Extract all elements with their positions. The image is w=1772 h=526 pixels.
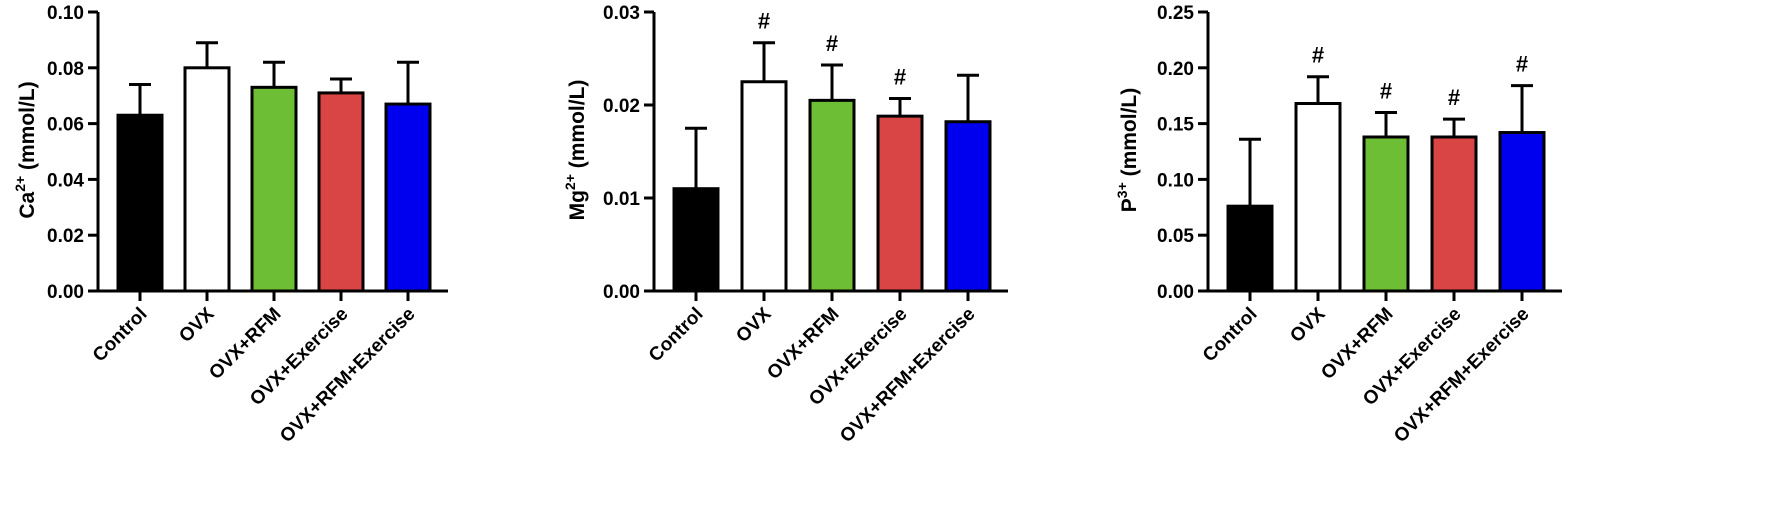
bar [1498, 131, 1546, 293]
significance-marker: # [1380, 78, 1392, 103]
category-label: OVX+RFM+Exercise [836, 304, 979, 447]
y-tick-label: 0.03 [603, 3, 640, 24]
category-label: OVX+RFM+Exercise [276, 304, 419, 447]
significance-marker: # [1312, 43, 1324, 68]
y-axis-label: Mg2+ (mmol/L) [562, 80, 589, 221]
bar [384, 102, 432, 293]
y-tick-label: 0.05 [1157, 226, 1194, 247]
bar [250, 85, 298, 293]
y-tick-label: 0.15 [1157, 115, 1194, 136]
y-tick-label: 0.06 [47, 115, 84, 136]
y-tick-label: 0.00 [603, 282, 640, 303]
significance-marker: # [1448, 85, 1460, 110]
category-label: Control [1199, 304, 1262, 367]
bar [183, 66, 231, 293]
bar [116, 113, 164, 293]
bar [317, 91, 365, 293]
y-tick-label: 0.20 [1157, 59, 1194, 80]
y-tick-label: 0.00 [1157, 282, 1194, 303]
y-tick-label: 0.10 [1157, 170, 1194, 191]
y-tick-label: 0.02 [603, 96, 640, 117]
bar [1430, 135, 1478, 293]
y-axis-label: P3+ (mmol/L) [1114, 88, 1141, 212]
chart-panel-calcium: 0.00 0.02 0.04 0.06 0.08 0.10 Ca2+ (mmol/L) Con… [12, 3, 448, 447]
bar [944, 120, 992, 293]
category-label: Control [89, 304, 152, 367]
category-label: OVX [732, 303, 775, 346]
significance-marker: # [758, 9, 770, 34]
significance-marker: # [1516, 52, 1528, 77]
category-label: OVX+RFM+Exercise [1390, 304, 1533, 447]
significance-marker: # [826, 31, 838, 56]
bar [740, 80, 788, 293]
y-tick-label: 0.08 [47, 59, 84, 80]
bar [876, 114, 924, 293]
category-label: Control [645, 304, 708, 367]
bar [808, 98, 856, 293]
chart-panel-magnesium: 0.00 0.01 0.02 0.03 Mg2+ (mmol/L) Control OVX #… [562, 3, 1008, 447]
y-tick-label: 0.04 [47, 170, 84, 191]
y-tick-label: 0.00 [47, 282, 84, 303]
y-tick-label: 0.25 [1157, 3, 1194, 24]
chart-panel-phosphorus: 0.00 0.05 0.10 0.15 0.20 0.25 P3+ (mmol/L) Cont… [1114, 3, 1562, 447]
bar [1362, 135, 1410, 293]
bar [1226, 204, 1274, 293]
y-tick-label: 0.10 [47, 3, 84, 24]
y-tick-label: 0.02 [47, 226, 84, 247]
category-label: OVX [175, 303, 218, 346]
y-axis-label: Ca2+ (mmol/L) [12, 81, 39, 218]
category-label: OVX [1286, 303, 1329, 346]
bar [1294, 102, 1342, 293]
bar [672, 187, 720, 293]
significance-marker: # [894, 64, 906, 89]
y-tick-label: 0.01 [603, 189, 640, 210]
